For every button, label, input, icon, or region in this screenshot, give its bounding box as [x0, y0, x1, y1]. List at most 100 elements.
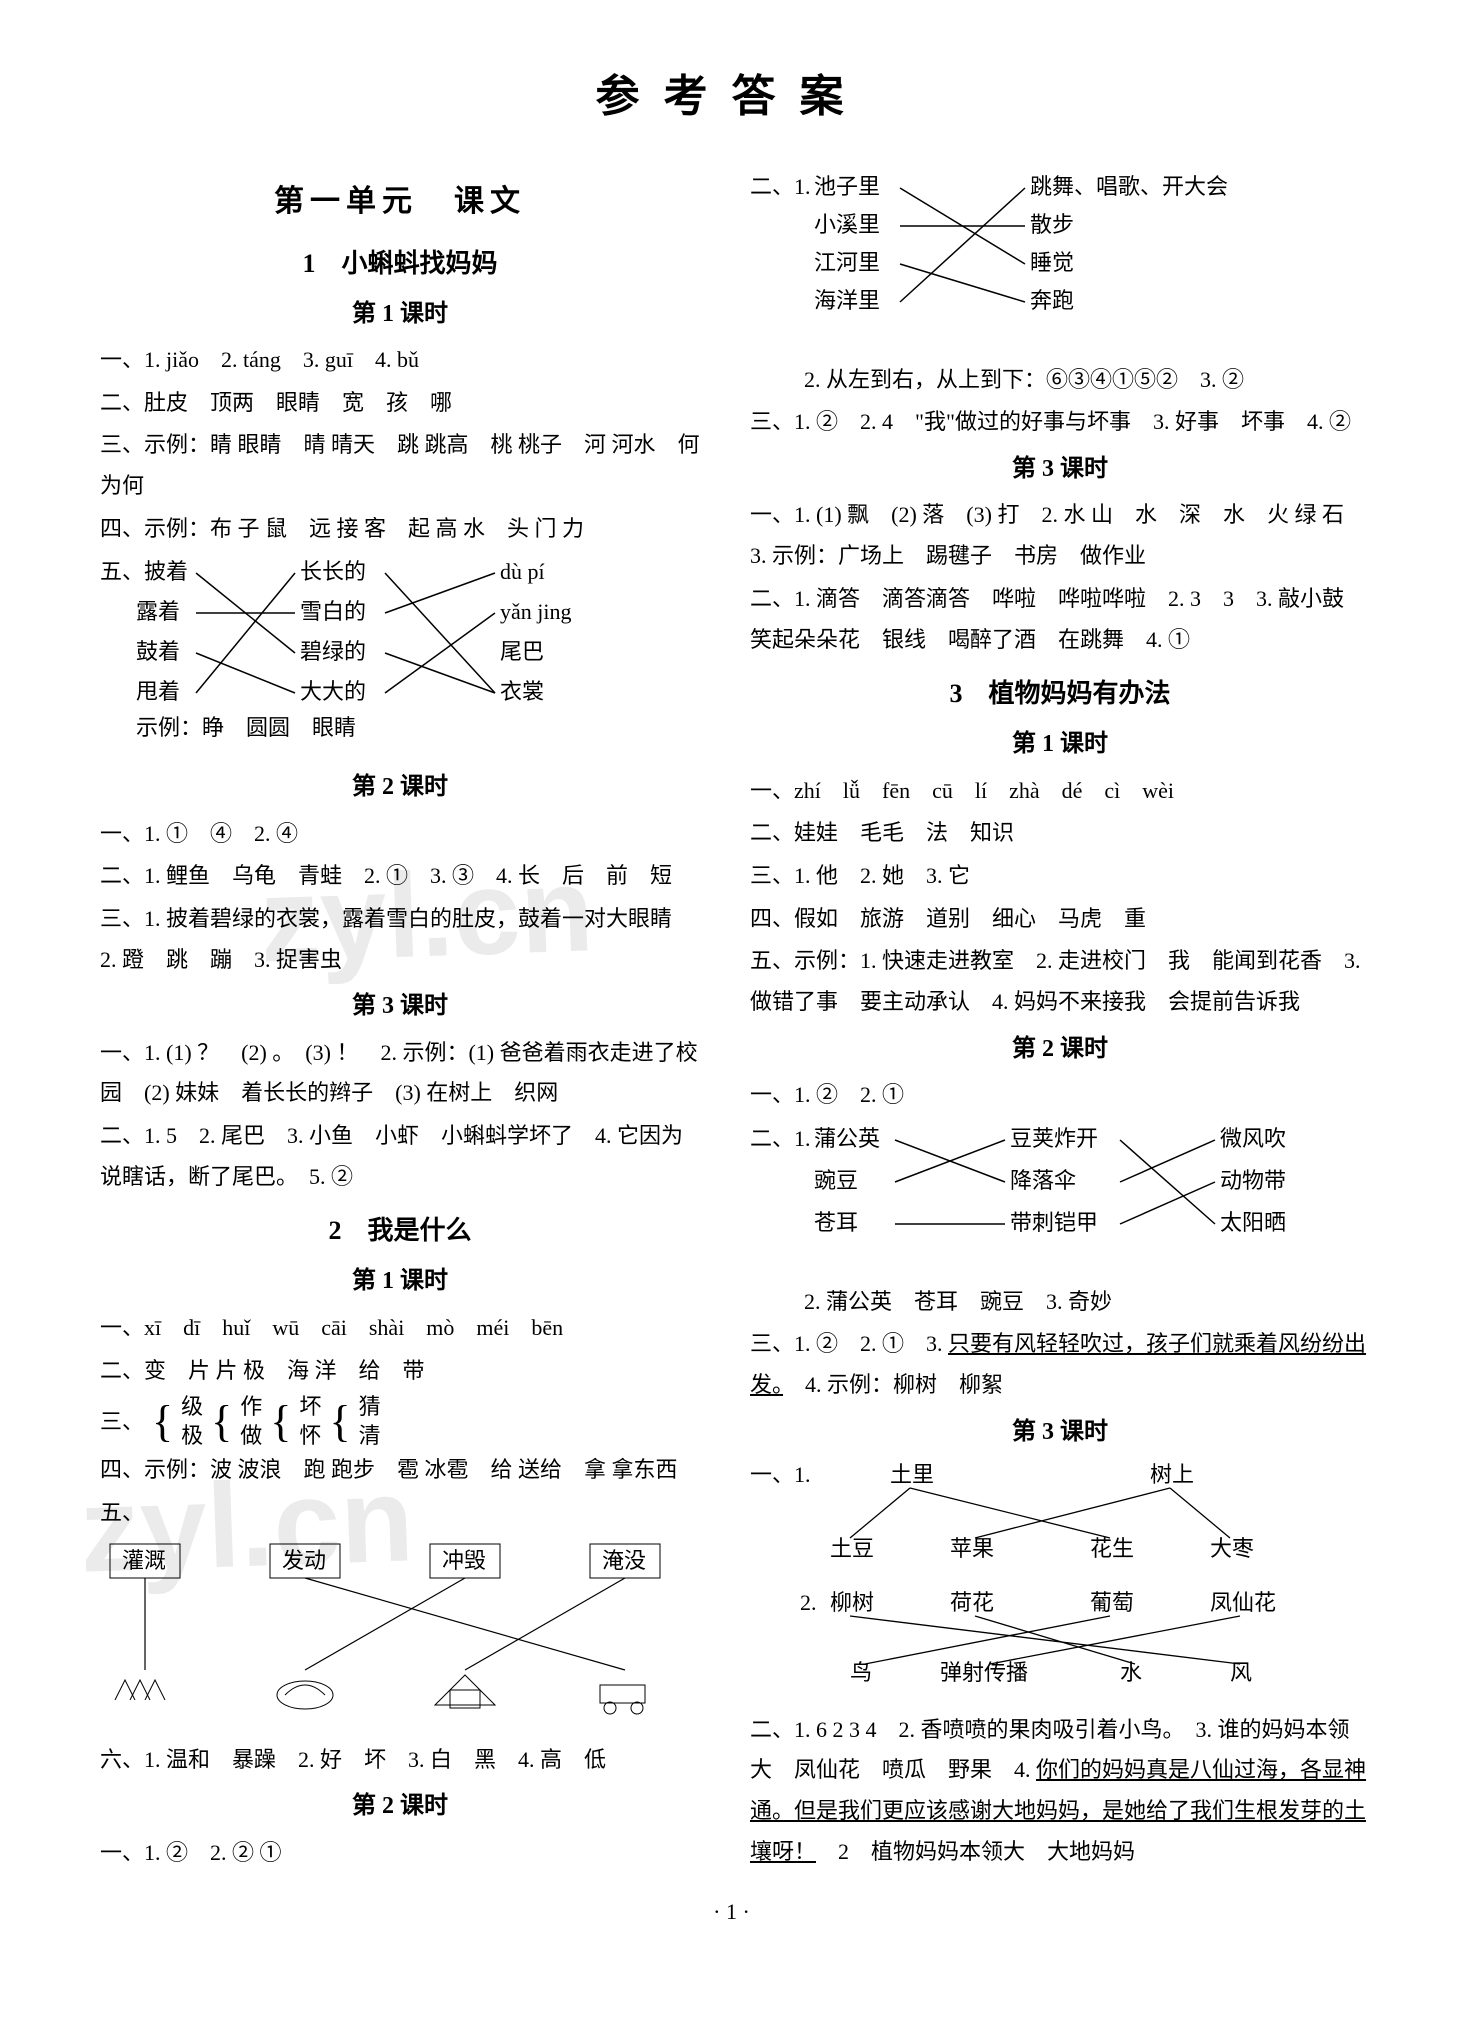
svg-text:小溪里: 小溪里: [814, 212, 880, 237]
bracket-item: 极: [181, 1422, 203, 1451]
answer-line: 三、1. 披着碧绿的衣裳，露着雪白的肚皮，鼓着一对大眼睛 2. 蹬 跳 蹦 3.…: [100, 899, 700, 980]
answer-line: 四、示例：波 波浪 跑 跑步 雹 冰雹 给 送给 拿 拿东西: [100, 1450, 700, 1491]
answer-line: 三、示例：睛 眼睛 晴 晴天 跳 跳高 桃 桃子 河 河水 何 为何: [100, 425, 700, 506]
answer-line: 一、xī dī huǐ wū cāi shài mò méi bēn: [100, 1308, 700, 1349]
text: 三、1. ② 2. ① 3.: [750, 1331, 948, 1356]
bracket-icon: {: [152, 1402, 173, 1442]
bracket-item: 猜: [359, 1393, 381, 1422]
svg-text:花生: 花生: [1090, 1536, 1134, 1561]
period-title: 第 2 课时: [750, 1027, 1370, 1071]
bracket-item: 怀: [299, 1422, 321, 1451]
svg-text:苍耳: 苍耳: [814, 1210, 858, 1235]
svg-text:甩着: 甩着: [136, 679, 180, 704]
answer-line: 二、1. 滴答 滴答滴答 哗啦 哗啦哗啦 2. 3 3 3. 敲小鼓 笑起朵朵花…: [750, 579, 1370, 660]
left-column: 第一单元 课文 1 小蝌蚪找妈妈 第 1 课时 一、1. jiǎo 2. tán…: [100, 164, 700, 1875]
answer-line: 三、1. ② 2. ① 3. 只要有风轻轻吹过，孩子们就乘着风纷纷出发。 4. …: [750, 1324, 1370, 1405]
answer-line: 六、1. 温和 暴躁 2. 好 坏 3. 白 黑 4. 高 低: [100, 1740, 700, 1781]
svg-text:雪白的: 雪白的: [300, 599, 366, 624]
match-svg: 二、1. 蒲公英 豌豆 苍耳 豆荚炸开 降落伞 带刺铠甲 微风吹 动物带 太阳晒: [750, 1122, 1370, 1262]
svg-text:大大的: 大大的: [300, 679, 366, 704]
match-svg: 灌溉 发动 冲毁 淹没: [100, 1540, 700, 1720]
tree-svg: 一、1. 土里 树上 土豆 苹果 花生 大枣 2. 柳树 荷花 葡萄 凤仙花 鸟…: [750, 1460, 1370, 1690]
answer-line: 三、1. 他 2. 她 3. 它: [750, 856, 1370, 897]
period-title: 第 3 课时: [100, 984, 700, 1028]
svg-text:鼓着: 鼓着: [136, 639, 180, 664]
lesson-title: 1 小蝌蚪找妈妈: [100, 240, 700, 288]
svg-text:带刺铠甲: 带刺铠甲: [1010, 1210, 1098, 1235]
svg-text:太阳晒: 太阳晒: [1220, 1210, 1286, 1235]
svg-text:蒲公英: 蒲公英: [814, 1126, 880, 1151]
bracket-group: 三、 { 级极 { 作做 { 坏怀 { 猜清: [100, 1393, 700, 1450]
page-number: · 1 ·: [100, 1899, 1363, 1925]
bracket-item: 清: [359, 1422, 381, 1451]
period-title: 第 3 课时: [750, 447, 1370, 491]
svg-text:2.: 2.: [800, 1590, 817, 1615]
answer-line: 一、1. ② 2. ② ①: [100, 1833, 700, 1874]
answer-line: 二、1. 鲤鱼 乌龟 青蛙 2. ① 3. ③ 4. 长 后 前 短: [100, 856, 700, 897]
tree-diagram: 一、1. 土里 树上 土豆 苹果 花生 大枣 2. 柳树 荷花 葡萄 凤仙花 鸟…: [750, 1460, 1370, 1704]
bracket-icon: {: [211, 1402, 232, 1442]
svg-text:荷花: 荷花: [950, 1590, 994, 1615]
two-column-layout: 第一单元 课文 1 小蝌蚪找妈妈 第 1 课时 一、1. jiǎo 2. tán…: [100, 164, 1363, 1875]
period-title: 第 2 课时: [100, 1784, 700, 1828]
answer-line: 一、zhí lǚ fēn cū lí zhà dé cì wèi: [750, 771, 1370, 812]
answer-line: 一、1. (1) 飘 (2) 落 (3) 打 2. 水 山 水 深 水 火 绿 …: [750, 495, 1370, 576]
svg-text:露着: 露着: [136, 599, 180, 624]
period-title: 第 1 课时: [100, 1259, 700, 1303]
svg-text:冲毁: 冲毁: [442, 1548, 486, 1573]
answer-line: 四、示例：布 子 鼠 远 接 客 起 高 水 头 门 力: [100, 509, 700, 550]
answer-line: 二、1. 6 2 3 4 2. 香喷喷的果肉吸引着小鸟。 3. 谁的妈妈本领大 …: [750, 1710, 1370, 1873]
svg-text:长长的: 长长的: [300, 559, 366, 584]
match-svg: 五、披着 露着 鼓着 甩着 长长的 雪白的 碧绿的 大大的 dù pí yǎn …: [100, 555, 660, 745]
svg-text:dù pí: dù pí: [500, 559, 545, 584]
answer-line: 三、1. ② 2. 4 "我"做过的好事与坏事 3. 好事 坏事 4. ②: [750, 402, 1370, 443]
lesson-title: 3 植物妈妈有办法: [750, 670, 1370, 718]
svg-text:yǎn jing: yǎn jing: [500, 599, 572, 624]
svg-text:树上: 树上: [1150, 1462, 1194, 1487]
answer-line: 二、1. 5 2. 尾巴 3. 小鱼 小虾 小蝌蚪学坏了 4. 它因为说瞎话，断…: [100, 1116, 700, 1197]
lesson-title: 2 我是什么: [100, 1207, 700, 1255]
matching-diagram: 五、披着 露着 鼓着 甩着 长长的 雪白的 碧绿的 大大的 dù pí yǎn …: [100, 555, 700, 759]
svg-text:睡觉: 睡觉: [1030, 250, 1074, 275]
bracket-item: 坏: [299, 1393, 321, 1422]
svg-text:土豆: 土豆: [830, 1536, 874, 1561]
bracket-icon: {: [270, 1402, 291, 1442]
svg-text:二、1.: 二、1.: [750, 174, 811, 199]
svg-text:一、1.: 一、1.: [750, 1462, 811, 1487]
svg-text:奔跑: 奔跑: [1030, 288, 1074, 313]
answer-line: 2. 从左到右，从上到下：⑥③④①⑤② 3. ②: [750, 360, 1370, 401]
answer-line: 一、1. (1) ？ (2) 。 (3) ！ 2. 示例：(1) 爸爸着雨衣走进…: [100, 1033, 700, 1114]
matching-diagram: 二、1. 蒲公英 豌豆 苍耳 豆荚炸开 降落伞 带刺铠甲 微风吹 动物带 太阳晒: [750, 1122, 1370, 1276]
answer-line: 二、娃娃 毛毛 法 知识: [750, 813, 1370, 854]
answer-line: 二、肚皮 顶两 眼睛 宽 孩 哪: [100, 383, 700, 424]
svg-text:葡萄: 葡萄: [1090, 1590, 1134, 1615]
answer-line: 二、变 片 片 极 海 洋 给 带: [100, 1351, 700, 1392]
period-title: 第 3 课时: [750, 1410, 1370, 1454]
text: 2 植物妈妈本领大 大地妈妈: [816, 1839, 1135, 1864]
bracket-item: 作: [240, 1393, 262, 1422]
svg-text:凤仙花: 凤仙花: [1210, 1590, 1276, 1615]
answer-line: 五、: [100, 1493, 700, 1534]
bracket-icon: {: [329, 1402, 350, 1442]
answer-line: 五、示例：1. 快速走进教室 2. 走进校门 我 能闻到花香 3. 做错了事 要…: [750, 941, 1370, 1022]
matching-diagram: 灌溉 发动 冲毁 淹没: [100, 1540, 700, 1734]
svg-text:动物带: 动物带: [1220, 1168, 1286, 1193]
svg-text:灌溉: 灌溉: [122, 1548, 166, 1573]
svg-text:跳舞、唱歌、开大会: 跳舞、唱歌、开大会: [1030, 174, 1228, 199]
match-svg: 二、1. 池子里 小溪里 江河里 海洋里 跳舞、唱歌、开大会 散步 睡觉 奔跑: [750, 170, 1350, 340]
answer-line: 四、假如 旅游 道别 细心 马虎 重: [750, 899, 1370, 940]
answer-line: 一、1. ② 2. ①: [750, 1075, 1370, 1116]
svg-text:五、披着: 五、披着: [100, 559, 188, 584]
svg-text:淹没: 淹没: [602, 1548, 646, 1573]
matching-diagram: 二、1. 池子里 小溪里 江河里 海洋里 跳舞、唱歌、开大会 散步 睡觉 奔跑: [750, 170, 1370, 354]
answer-line: 一、1. jiǎo 2. táng 3. guī 4. bǔ: [100, 340, 700, 381]
svg-text:苹果: 苹果: [950, 1536, 994, 1561]
svg-text:衣裳: 衣裳: [500, 679, 544, 704]
svg-text:二、1.: 二、1.: [750, 1126, 811, 1151]
prefix: 三、: [100, 1402, 144, 1443]
period-title: 第 2 课时: [100, 765, 700, 809]
period-title: 第 1 课时: [100, 292, 700, 336]
right-column: 二、1. 池子里 小溪里 江河里 海洋里 跳舞、唱歌、开大会 散步 睡觉 奔跑: [750, 164, 1370, 1875]
bracket-item: 做: [240, 1422, 262, 1451]
answer-line: 2. 蒲公英 苍耳 豌豆 3. 奇妙: [750, 1282, 1370, 1323]
